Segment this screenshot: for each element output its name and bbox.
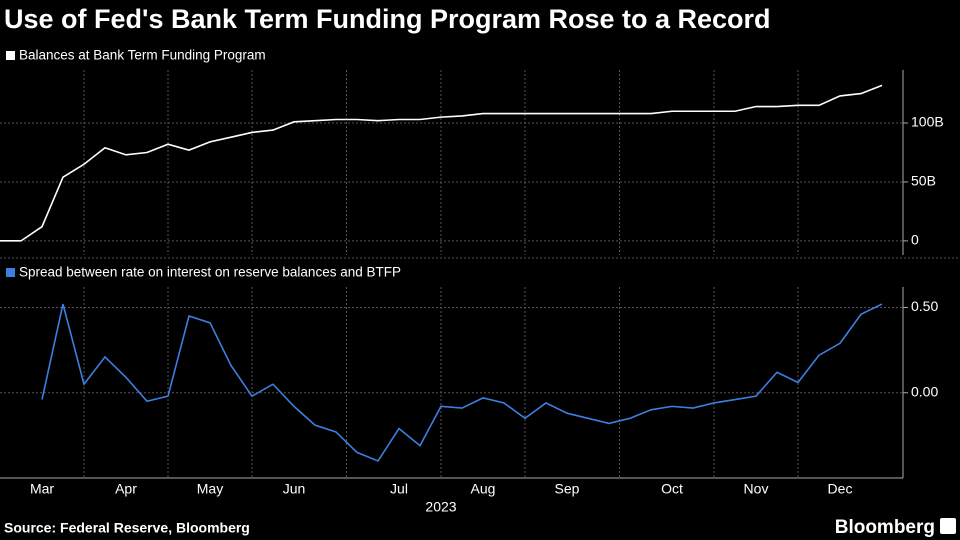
y-tick-label: 0.00 [911,383,938,399]
source: Source: Federal Reserve, Bloomberg [4,520,250,536]
x-tick-label: Sep [555,481,580,497]
x-tick-label: Jul [390,481,408,497]
x-tick-label: May [197,481,223,497]
series-line [0,84,883,242]
y-tick-label: 0 [911,232,919,248]
x-tick-label: Mar [30,481,54,497]
x-tick-label: Jun [283,481,306,497]
x-tick-label: Apr [115,481,137,497]
logo-icon [940,518,956,534]
chart-title: Use of Fed's Bank Term Funding Program R… [4,4,771,34]
legend-swatch [6,51,15,60]
x-tick-label: Oct [661,481,683,497]
x-tick-label: Dec [828,481,853,497]
legend-swatch [6,268,15,277]
x-axis-label: 2023 [425,499,456,515]
y-tick-label: 0.50 [911,298,938,314]
y-tick-label: 50B [911,173,936,189]
logo: Bloomberg [835,517,935,538]
x-tick-label: Aug [471,481,496,497]
legend-label: Spread between rate on interest on reser… [19,265,401,280]
x-tick-label: Nov [744,481,769,497]
legend-label: Balances at Bank Term Funding Program [19,48,266,63]
y-tick-label: 100B [911,114,944,130]
series-line [41,303,883,462]
